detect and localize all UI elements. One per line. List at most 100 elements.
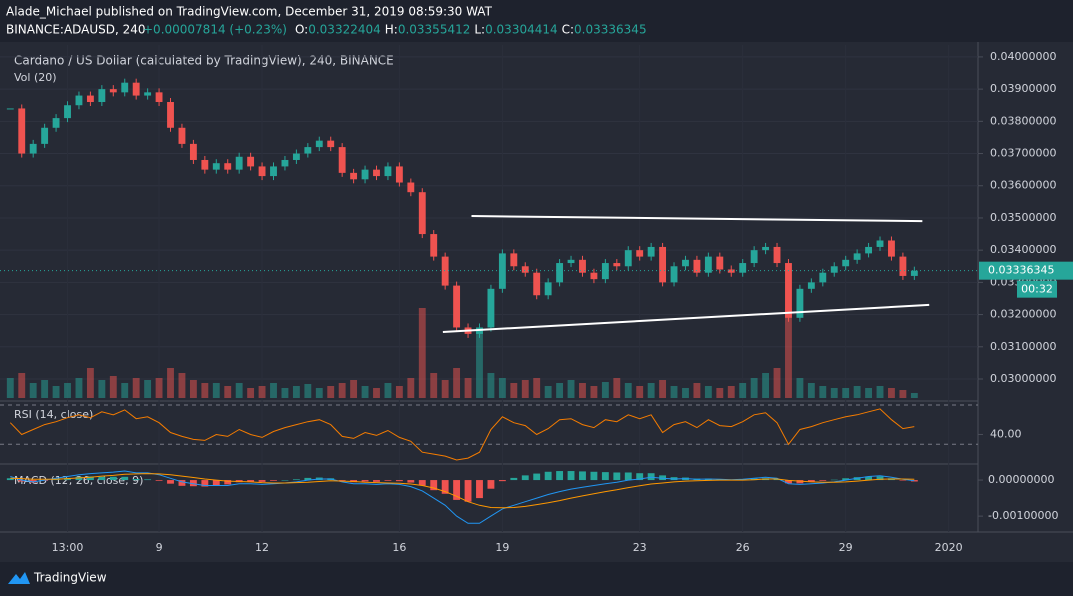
- candle: [579, 259, 586, 273]
- candle: [682, 259, 689, 267]
- macd-histogram-bar: [98, 476, 106, 481]
- ohlc-key: C:: [562, 23, 574, 37]
- volume-bar: [773, 368, 781, 398]
- volume-bar: [281, 388, 289, 398]
- volume-bar: [590, 386, 598, 398]
- candle: [498, 253, 506, 289]
- y-tick-label: 0.03000000: [990, 372, 1056, 385]
- candle: [384, 166, 392, 177]
- volume-bar: [716, 388, 724, 398]
- y-tick-label: 0.03800000: [990, 114, 1056, 127]
- volume-bar: [29, 383, 37, 398]
- ohlc-value: 0.03304414: [485, 23, 558, 37]
- macd-histogram-bar: [189, 480, 197, 487]
- macd-histogram-bar: [338, 480, 346, 481]
- candle: [327, 140, 335, 148]
- y-tick-label: 0.03400000: [990, 243, 1056, 256]
- volume-bar: [613, 378, 621, 398]
- candle: [762, 246, 770, 251]
- macd-histogram-bar: [567, 471, 575, 481]
- y-tick-label: 0.03500000: [990, 211, 1056, 224]
- x-tick-label: 13:00: [52, 541, 84, 554]
- ohlc-key: O:: [295, 23, 308, 37]
- macd-histogram-bar: [178, 480, 186, 486]
- y-tick-label: 0.03700000: [990, 147, 1056, 160]
- candle: [315, 140, 323, 148]
- macd-histogram-bar: [373, 480, 380, 482]
- rsi-label: RSI (14, close): [14, 408, 93, 421]
- volume-bar: [636, 386, 644, 398]
- volume-bar: [270, 383, 277, 398]
- volume-bar: [487, 373, 495, 398]
- macd-histogram-bar: [842, 478, 850, 481]
- macd-histogram-bar: [6, 478, 14, 481]
- macd-histogram-bar: [18, 480, 26, 482]
- candle: [865, 246, 873, 254]
- volume-bar: [453, 368, 461, 398]
- macd-histogram-bar: [292, 479, 300, 481]
- trendline: [471, 215, 923, 223]
- volume-bar: [533, 378, 541, 398]
- volume-bar: [693, 383, 701, 398]
- volume-bar: [155, 378, 163, 398]
- candle: [773, 246, 781, 264]
- candle: [842, 259, 850, 267]
- volume-bar: [682, 388, 689, 398]
- volume-bar: [510, 383, 518, 398]
- x-tick-label: 12: [255, 541, 269, 554]
- candle: [132, 82, 140, 96]
- volume-bar: [338, 383, 346, 398]
- volume-bar: [704, 386, 712, 398]
- volume-bar: [384, 383, 392, 398]
- macd-histogram-bar: [613, 472, 621, 481]
- candle: [567, 259, 575, 264]
- trendline: [442, 303, 930, 333]
- candle: [75, 95, 83, 106]
- brand: TradingView: [33, 571, 107, 585]
- chart-title: Cardano / US Dollar (calculated by Tradi…: [14, 54, 394, 68]
- candle: [18, 108, 26, 154]
- macd-histogram-bar: [212, 480, 220, 486]
- y-tick-label: 0.03600000: [990, 179, 1056, 192]
- volume-bar: [853, 386, 861, 398]
- candle: [693, 259, 701, 273]
- volume-bar: [350, 380, 358, 398]
- candle: [647, 246, 655, 257]
- volume-bar: [498, 378, 506, 398]
- macd-histogram-bar: [304, 477, 312, 481]
- volume-bar: [476, 328, 483, 398]
- candle: [613, 263, 621, 267]
- volume-bar: [304, 384, 312, 398]
- volume-bar: [373, 388, 380, 398]
- candle: [407, 182, 415, 193]
- volume-bar: [327, 386, 335, 398]
- candle: [544, 282, 552, 296]
- y-tick-label: 0.03200000: [990, 308, 1056, 321]
- ohlc-value: 0.03322404: [308, 23, 381, 37]
- macd-tick-label: -0.00100000: [988, 509, 1058, 522]
- candle: [155, 92, 163, 103]
- volume-bar: [899, 390, 907, 398]
- volume-bar: [167, 368, 174, 398]
- macd-histogram-bar: [144, 479, 152, 481]
- macd-histogram-bar: [521, 475, 529, 481]
- volume-bar: [647, 383, 655, 398]
- candle: [624, 250, 632, 267]
- candle: [224, 163, 232, 170]
- macd-histogram-bar: [796, 480, 804, 484]
- volume-bar: [888, 388, 895, 398]
- x-tick-label: 2020: [935, 541, 963, 554]
- candle: [29, 143, 37, 154]
- macd-histogram-bar: [636, 473, 644, 481]
- y-tick-label: 0.03100000: [990, 340, 1056, 353]
- macd-histogram-bar: [647, 473, 655, 481]
- candle: [819, 272, 827, 283]
- volume-bar: [750, 378, 758, 398]
- volume-bar: [98, 380, 106, 398]
- volume-bar: [556, 383, 564, 398]
- macd-histogram-bar: [899, 480, 907, 481]
- volume-bar: [121, 383, 129, 398]
- candle: [910, 270, 918, 276]
- candle: [533, 272, 541, 296]
